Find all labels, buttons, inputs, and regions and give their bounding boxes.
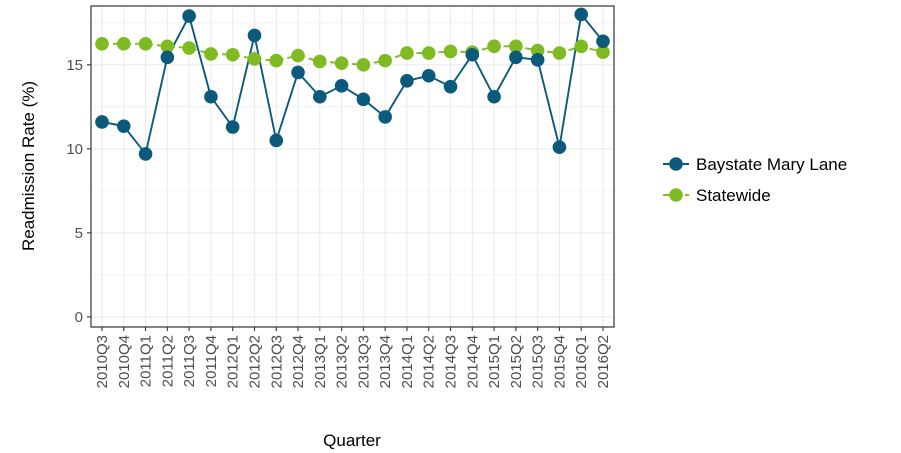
x-tick-label: 2010Q3 xyxy=(94,335,111,388)
point-statewide xyxy=(225,47,240,62)
point-baystate-mary-lane xyxy=(530,52,545,67)
legend-key-statewide xyxy=(663,188,689,202)
point-baystate-mary-lane xyxy=(465,47,480,62)
y-tick-label: 5 xyxy=(75,225,83,242)
y-tick-label: 10 xyxy=(66,141,83,158)
x-tick-label: 2011Q3 xyxy=(181,335,198,387)
x-tick-label: 2013Q3 xyxy=(355,335,372,388)
x-tick-label: 2012Q2 xyxy=(246,335,263,388)
point-baystate-mary-lane xyxy=(378,110,392,124)
point-baystate-mary-lane xyxy=(182,9,196,23)
x-tick-label: 2014Q1 xyxy=(399,335,416,388)
point-statewide xyxy=(334,56,349,70)
point-statewide xyxy=(247,52,262,66)
x-tick-label: 2013Q1 xyxy=(312,335,329,388)
point-statewide xyxy=(443,44,458,59)
point-baystate-mary-lane xyxy=(225,120,240,134)
x-tick-label: 2011Q4 xyxy=(203,335,220,387)
point-baystate-mary-lane xyxy=(291,65,305,80)
x-tick-label: 2011Q1 xyxy=(138,335,155,387)
point-statewide xyxy=(421,46,436,60)
point-statewide xyxy=(313,54,327,69)
point-baystate-mary-lane xyxy=(269,133,284,148)
x-tick-label: 2014Q2 xyxy=(421,335,438,388)
x-tick-label: 2012Q3 xyxy=(268,335,285,388)
point-statewide xyxy=(487,39,501,54)
point-baystate-mary-lane xyxy=(552,140,567,154)
point-statewide xyxy=(204,47,218,61)
point-baystate-mary-lane xyxy=(487,89,501,104)
point-baystate-mary-lane xyxy=(247,28,262,43)
x-tick-label: 2012Q1 xyxy=(225,335,242,388)
x-tick-label: 2012Q4 xyxy=(290,335,307,388)
plot-border xyxy=(90,5,615,328)
series-layer xyxy=(95,7,610,161)
plot-panel xyxy=(91,6,614,327)
legend-marker xyxy=(669,188,683,202)
point-statewide xyxy=(574,39,589,54)
point-baystate-mary-lane xyxy=(596,34,610,49)
point-statewide xyxy=(116,37,131,51)
point-baystate-mary-lane xyxy=(443,79,458,94)
point-baystate-mary-lane xyxy=(116,119,131,133)
x-tick-label: 2014Q4 xyxy=(464,335,481,388)
legend-label: Statewide xyxy=(696,186,771,205)
point-statewide xyxy=(182,41,196,55)
legend-label: Baystate Mary Lane xyxy=(696,155,847,174)
point-baystate-mary-lane xyxy=(574,7,589,22)
y-axis-title: Readmission Rate (%) xyxy=(19,81,38,251)
point-baystate-mary-lane xyxy=(334,79,349,93)
x-tick-label: 2015Q1 xyxy=(486,335,503,388)
x-tick-label: 2011Q2 xyxy=(159,335,176,387)
point-statewide xyxy=(509,39,523,54)
x-tick-label: 2015Q3 xyxy=(530,335,547,388)
point-statewide xyxy=(400,46,414,60)
point-statewide xyxy=(291,48,305,63)
x-tick-label: 2010Q4 xyxy=(116,335,133,388)
point-baystate-mary-lane xyxy=(509,50,523,65)
x-tick-label: 2016Q2 xyxy=(595,335,612,388)
point-baystate-mary-lane xyxy=(204,89,218,104)
point-statewide xyxy=(160,39,175,54)
point-statewide xyxy=(552,46,567,60)
point-baystate-mary-lane xyxy=(421,68,436,83)
gridlines xyxy=(91,6,614,327)
legend: Baystate Mary Lane Statewide xyxy=(663,155,847,205)
legend-key-baystate-mary-lane xyxy=(663,157,689,171)
point-baystate-mary-lane xyxy=(138,147,153,161)
point-baystate-mary-lane xyxy=(95,115,109,129)
x-tick-label: 2013Q4 xyxy=(377,335,394,388)
y-tick-label: 15 xyxy=(66,57,83,74)
x-axis-title: Quarter xyxy=(323,431,381,450)
x-tick-label: 2015Q4 xyxy=(551,335,568,388)
x-tick-label: 2013Q2 xyxy=(334,335,351,388)
point-statewide xyxy=(596,45,610,60)
x-tick-label: 2015Q2 xyxy=(508,335,525,388)
point-statewide xyxy=(138,37,153,51)
x-axis: 2010Q3 2010Q4 2011Q1 2011Q2 2011Q3 2011Q4 2012… xyxy=(94,327,612,388)
point-baystate-mary-lane xyxy=(313,89,327,104)
point-baystate-mary-lane xyxy=(356,92,371,107)
x-tick-label: 2014Q3 xyxy=(443,335,460,388)
y-tick-label: 0 xyxy=(75,309,83,326)
point-baystate-mary-lane xyxy=(400,73,414,88)
point-statewide xyxy=(95,37,109,51)
point-baystate-mary-lane xyxy=(160,50,175,65)
y-axis: 0 5 10 15 xyxy=(66,57,91,326)
legend-marker xyxy=(669,157,683,171)
x-tick-label: 2016Q1 xyxy=(573,335,590,388)
point-statewide xyxy=(356,58,371,72)
point-statewide xyxy=(269,53,284,68)
point-statewide xyxy=(378,53,392,68)
